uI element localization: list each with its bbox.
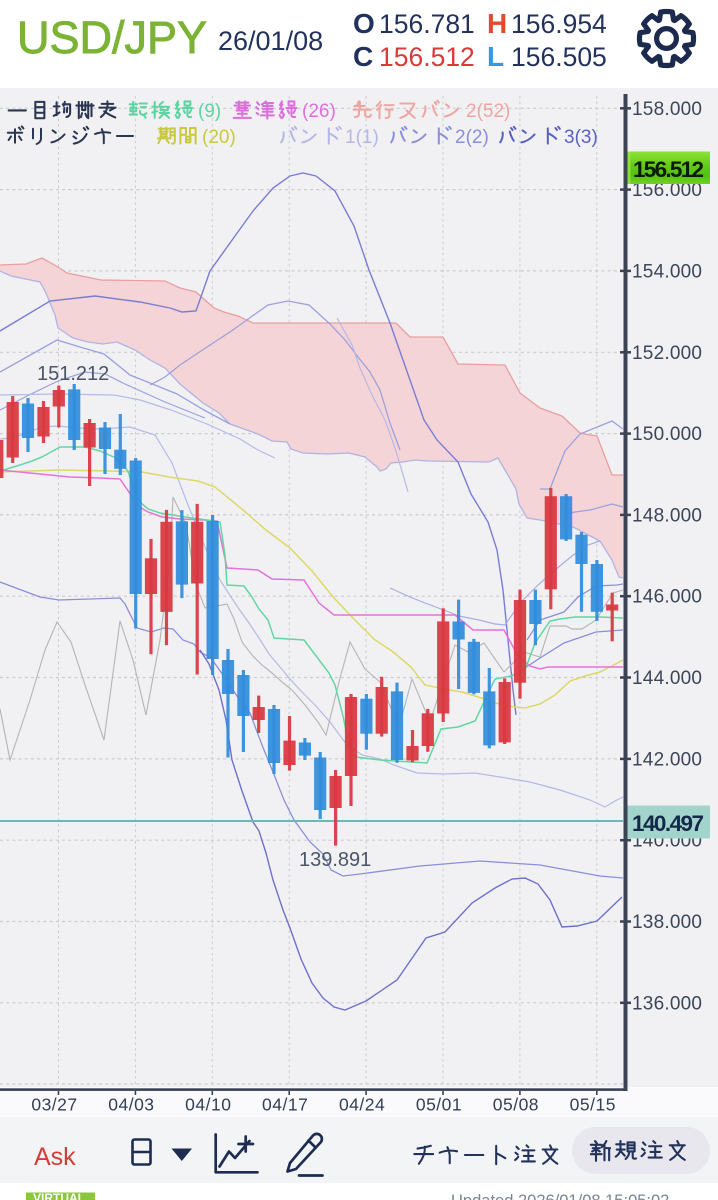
svg-text:156.512: 156.512 — [379, 42, 475, 72]
svg-text:H: H — [487, 8, 507, 39]
svg-text:Updated 2026/01/08 15:05:02: Updated 2026/01/08 15:05:02 — [451, 1192, 669, 1200]
svg-text:04/24: 04/24 — [339, 1095, 385, 1115]
svg-text:154.000: 154.000 — [632, 261, 702, 282]
svg-text:VIRTUAL: VIRTUAL — [33, 1191, 85, 1200]
svg-text:151.212: 151.212 — [37, 363, 109, 385]
svg-text:2(52): 2(52) — [466, 101, 510, 122]
svg-text:144.000: 144.000 — [632, 668, 702, 689]
svg-text:152.000: 152.000 — [632, 343, 702, 364]
svg-text:1(1): 1(1) — [345, 127, 379, 148]
svg-text:04/03: 04/03 — [108, 1095, 154, 1115]
svg-text:156.512: 156.512 — [633, 157, 704, 182]
svg-text:04/10: 04/10 — [185, 1095, 231, 1115]
svg-text:139.891: 139.891 — [299, 849, 371, 871]
svg-text:140.497: 140.497 — [632, 811, 704, 836]
svg-text:05/01: 05/01 — [416, 1095, 462, 1115]
svg-text:03/27: 03/27 — [31, 1095, 77, 1115]
svg-text:158.000: 158.000 — [632, 99, 702, 120]
svg-text:2(2): 2(2) — [455, 127, 489, 148]
svg-text:138.000: 138.000 — [632, 912, 702, 933]
svg-text:156.505: 156.505 — [511, 42, 607, 72]
svg-text:(9): (9) — [198, 101, 221, 122]
svg-text:136.000: 136.000 — [632, 993, 702, 1014]
svg-text:156.781: 156.781 — [379, 9, 475, 39]
svg-text:L: L — [487, 41, 504, 72]
svg-text:(20): (20) — [202, 127, 236, 148]
svg-text:Ask: Ask — [34, 1143, 76, 1171]
svg-text:05/08: 05/08 — [493, 1095, 539, 1115]
svg-text:04/17: 04/17 — [262, 1095, 308, 1115]
svg-text:3(3): 3(3) — [564, 127, 598, 148]
svg-text:05/15: 05/15 — [570, 1095, 616, 1115]
svg-text:148.000: 148.000 — [632, 505, 702, 526]
svg-text:26/01/08: 26/01/08 — [218, 26, 323, 56]
svg-text:USD/JPY: USD/JPY — [17, 12, 207, 63]
svg-text:142.000: 142.000 — [632, 749, 702, 770]
svg-text:156.000: 156.000 — [632, 180, 702, 201]
svg-text:O: O — [353, 8, 375, 39]
svg-text:156.954: 156.954 — [511, 9, 607, 39]
svg-text:150.000: 150.000 — [632, 424, 702, 445]
svg-text:C: C — [353, 41, 373, 72]
svg-text:146.000: 146.000 — [632, 587, 702, 608]
svg-text:(26): (26) — [302, 101, 336, 122]
